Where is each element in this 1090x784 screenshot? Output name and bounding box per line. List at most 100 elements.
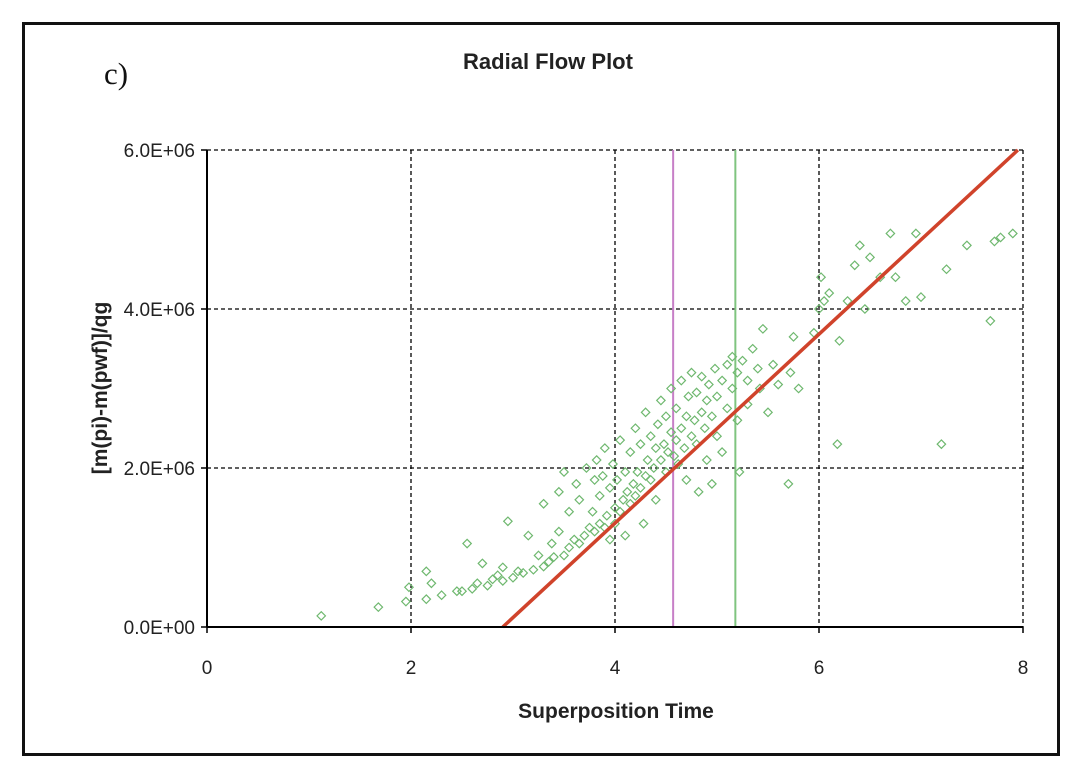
y-tick-label-0: 0.0E+00 — [124, 618, 195, 639]
data-point-60 — [615, 506, 626, 517]
data-point-33 — [558, 550, 570, 561]
y-axis-label: [m(pi)-m(pwf)]/qg — [89, 302, 112, 475]
data-point-92 — [669, 451, 680, 462]
data-point-114 — [706, 411, 717, 422]
data-point-10 — [462, 538, 473, 549]
data-point-41 — [579, 530, 590, 541]
data-point-45 — [589, 526, 600, 537]
data-point-71 — [632, 466, 643, 478]
data-point-19 — [502, 516, 513, 527]
data-point-132 — [752, 363, 763, 374]
data-point-108 — [696, 407, 707, 418]
data-point-27 — [538, 498, 549, 509]
data-point-139 — [785, 367, 796, 378]
data-point-30 — [548, 551, 559, 563]
data-point-72 — [635, 482, 646, 493]
data-point-106 — [691, 387, 702, 398]
data-point-103 — [686, 367, 697, 378]
data-points — [316, 228, 1018, 621]
data-point-124 — [727, 351, 738, 362]
y-tick-label-3: 6.0E+06 — [124, 141, 195, 162]
data-point-145 — [819, 296, 830, 307]
data-point-90 — [666, 427, 677, 438]
data-point-83 — [652, 419, 663, 430]
data-point-74 — [638, 518, 649, 529]
data-point-25 — [533, 550, 544, 561]
data-point-69 — [630, 490, 641, 501]
data-point-78 — [645, 474, 656, 485]
data-point-1 — [373, 602, 384, 613]
data-point-68 — [628, 478, 639, 489]
data-point-151 — [854, 240, 865, 251]
data-point-148 — [834, 335, 845, 346]
data-point-52 — [599, 443, 610, 454]
data-point-156 — [890, 272, 901, 283]
data-point-104 — [689, 415, 700, 426]
data-point-2 — [400, 596, 411, 607]
data-point-75 — [640, 470, 651, 481]
data-point-111 — [701, 395, 712, 406]
data-point-102 — [686, 431, 697, 442]
data-point-110 — [699, 423, 710, 434]
data-point-157 — [900, 296, 911, 307]
data-point-62 — [618, 494, 629, 505]
data-point-99 — [681, 411, 692, 422]
data-point-96 — [676, 423, 687, 434]
data-point-136 — [768, 359, 779, 370]
data-point-61 — [615, 435, 626, 446]
data-point-17 — [497, 575, 508, 586]
data-point-4 — [421, 594, 432, 605]
data-point-77 — [642, 455, 653, 466]
x-tick-label-1: 2 — [406, 658, 417, 679]
data-point-158 — [910, 228, 921, 239]
data-point-24 — [528, 564, 539, 575]
data-point-70 — [630, 423, 641, 434]
data-point-101 — [683, 391, 694, 402]
x-tick-label-0: 0 — [202, 658, 213, 679]
data-point-20 — [507, 572, 519, 583]
data-point-15 — [487, 574, 498, 585]
data-point-8 — [451, 586, 462, 597]
data-point-137 — [773, 379, 784, 390]
x-tick-label-4: 8 — [1018, 658, 1029, 679]
data-point-119 — [717, 375, 728, 386]
data-point-116 — [709, 363, 721, 374]
data-point-109 — [696, 371, 707, 382]
data-point-113 — [703, 379, 714, 390]
data-point-76 — [640, 407, 651, 418]
data-point-117 — [711, 391, 723, 402]
data-point-125 — [732, 367, 743, 378]
tick-labels: 0 2 4 6 8 0.0E+00 2.0E+06 4.0E+06 6.0E+06 — [124, 141, 1029, 679]
data-point-100 — [681, 474, 692, 485]
data-point-16 — [492, 570, 503, 581]
data-point-107 — [693, 486, 704, 497]
data-point-88 — [660, 411, 672, 422]
data-point-143 — [813, 303, 825, 315]
x-tick-label-3: 6 — [814, 658, 825, 679]
data-point-67 — [625, 447, 636, 458]
data-point-97 — [676, 375, 687, 386]
data-point-112 — [701, 455, 712, 466]
figure-frame — [22, 22, 1060, 756]
data-point-36 — [564, 506, 575, 517]
data-point-14 — [482, 580, 493, 591]
data-point-64 — [620, 466, 631, 478]
data-point-121 — [722, 359, 733, 370]
data-point-39 — [574, 538, 585, 549]
data-point-123 — [727, 383, 738, 394]
data-point-28 — [543, 556, 554, 567]
data-point-129 — [742, 375, 753, 386]
data-point-89 — [662, 447, 674, 458]
data-point-37 — [569, 534, 580, 545]
data-point-9 — [456, 586, 468, 597]
chart-title: Radial Flow Plot — [463, 49, 634, 74]
data-point-6 — [426, 578, 437, 589]
data-point-21 — [513, 566, 524, 577]
data-point-65 — [622, 486, 633, 497]
data-point-53 — [601, 510, 612, 521]
data-point-162 — [961, 240, 972, 251]
data-point-166 — [1007, 228, 1018, 239]
data-point-81 — [650, 443, 661, 454]
x-tick-label-2: 4 — [610, 658, 621, 679]
data-point-155 — [885, 228, 896, 239]
